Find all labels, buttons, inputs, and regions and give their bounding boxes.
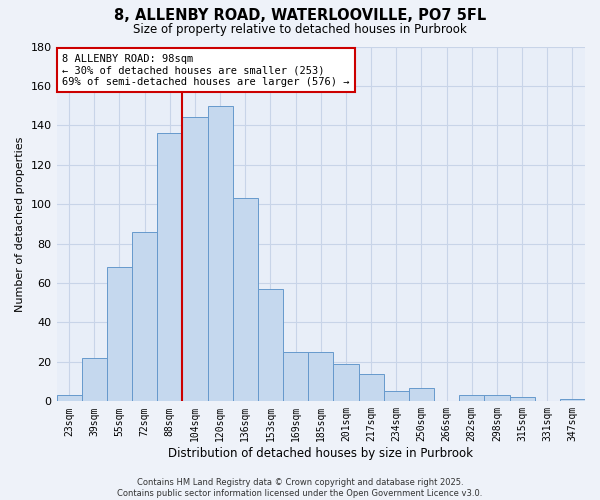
Bar [509,398,535,402]
Bar [560,400,585,402]
Bar [283,352,308,402]
Bar [308,352,334,402]
X-axis label: Distribution of detached houses by size in Purbrook: Distribution of detached houses by size … [168,447,473,460]
Bar [82,358,107,402]
Bar [383,392,409,402]
Bar [107,268,132,402]
Text: Size of property relative to detached houses in Purbrook: Size of property relative to detached ho… [133,22,467,36]
Bar [459,396,484,402]
Text: Contains HM Land Registry data © Crown copyright and database right 2025.
Contai: Contains HM Land Registry data © Crown c… [118,478,482,498]
Y-axis label: Number of detached properties: Number of detached properties [15,136,25,312]
Bar [233,198,258,402]
Bar [132,232,157,402]
Text: 8, ALLENBY ROAD, WATERLOOVILLE, PO7 5FL: 8, ALLENBY ROAD, WATERLOOVILLE, PO7 5FL [114,8,486,22]
Bar [484,396,509,402]
Bar [157,133,182,402]
Bar [258,289,283,402]
Bar [334,364,359,402]
Bar [359,374,383,402]
Bar [56,396,82,402]
Bar [208,106,233,402]
Bar [182,118,208,402]
Bar [409,388,434,402]
Text: 8 ALLENBY ROAD: 98sqm
← 30% of detached houses are smaller (253)
69% of semi-det: 8 ALLENBY ROAD: 98sqm ← 30% of detached … [62,54,349,87]
